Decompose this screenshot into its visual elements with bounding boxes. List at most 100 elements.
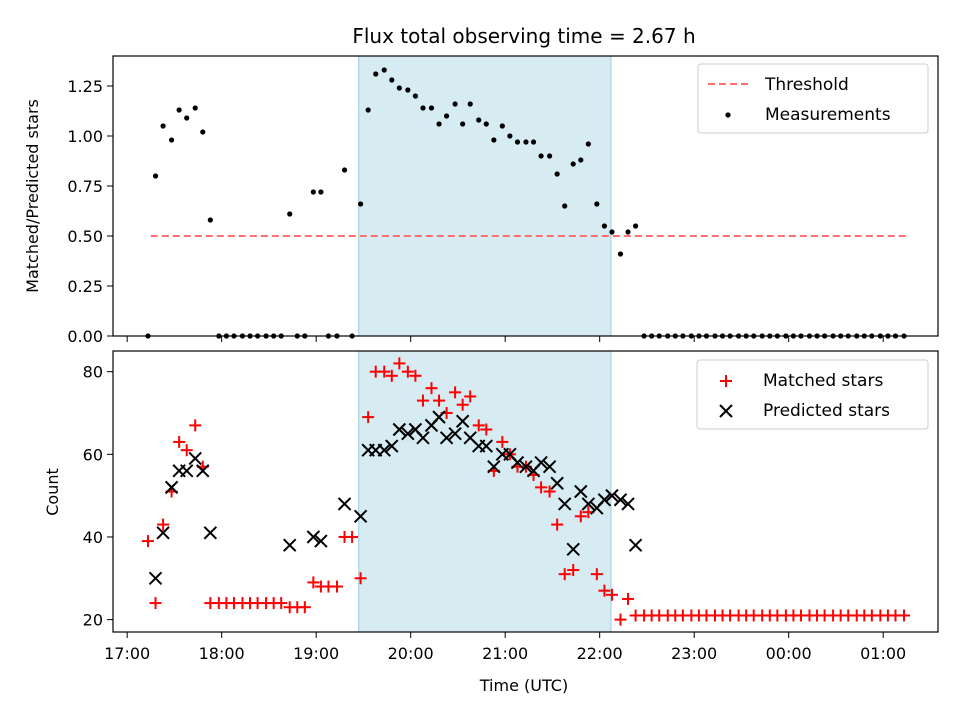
measurement-point bbox=[460, 121, 466, 127]
bottom-x-tick-label: 23:00 bbox=[671, 644, 717, 663]
bottom-legend: Matched stars Predicted stars bbox=[696, 359, 929, 430]
predicted-star-point bbox=[439, 431, 454, 445]
measurement-point bbox=[396, 85, 402, 91]
predicted-star-point bbox=[385, 439, 399, 453]
predicted-star-point bbox=[534, 455, 548, 470]
measurement-point bbox=[176, 107, 182, 113]
measurement-point bbox=[499, 123, 505, 129]
predicted-star-point bbox=[605, 488, 619, 503]
measurement-point bbox=[381, 67, 387, 73]
matched-star-point bbox=[173, 435, 186, 448]
top-plot: 0.00 0.25 0.50 0.75 1.00 1.25 bbox=[67, 55, 939, 346]
measurement-point bbox=[207, 217, 213, 223]
bottom-observing-window bbox=[358, 350, 612, 633]
predicted-star-point bbox=[455, 414, 470, 428]
threshold-legend-label: Threshold bbox=[764, 75, 849, 95]
chart-title: Flux total observing time = 2.67 h bbox=[352, 24, 695, 48]
bottom-y-tick-label: 60 bbox=[83, 445, 103, 464]
matched-star-point bbox=[401, 365, 414, 378]
measurement-point bbox=[625, 229, 631, 235]
measurement-point bbox=[570, 161, 576, 167]
matched-star-point bbox=[614, 613, 627, 626]
measurement-point bbox=[389, 77, 395, 83]
matched-star-point bbox=[354, 572, 367, 585]
top-y-axis-label: Matched/Predicted stars bbox=[23, 99, 42, 293]
measurement-point bbox=[443, 113, 450, 119]
x-axis-label: Time (UTC) bbox=[479, 676, 568, 695]
matched-star-point bbox=[416, 394, 429, 407]
measurement-point bbox=[287, 211, 293, 217]
matched-star-point bbox=[393, 357, 406, 370]
bottom-axes-frame bbox=[112, 350, 939, 633]
matched-star-point bbox=[180, 444, 193, 457]
measurement-point bbox=[514, 139, 521, 145]
matched-star-point bbox=[456, 398, 469, 411]
measurement-point bbox=[310, 189, 316, 195]
top-legend: Threshold Measurements bbox=[697, 63, 929, 134]
measurement-point bbox=[538, 153, 544, 159]
bottom-plot: 20 40 60 80 17:00 18:00 19:00 20:00 21:00 22:00 23… bbox=[83, 350, 939, 663]
matched-legend-marker bbox=[720, 375, 732, 387]
predicted-star-point bbox=[597, 493, 612, 507]
matched-star-point bbox=[330, 580, 343, 593]
top-y-tick-label: 1.00 bbox=[67, 127, 103, 146]
predicted-star-point bbox=[574, 484, 588, 499]
bottom-x-tick-label: 01:00 bbox=[860, 644, 906, 663]
top-y-tick-label: 0.25 bbox=[67, 277, 103, 296]
matched-star-point bbox=[362, 411, 375, 424]
measurement-point bbox=[476, 117, 482, 123]
predicted-legend-label: Predicted stars bbox=[763, 401, 890, 421]
predicted-star-point bbox=[188, 451, 202, 466]
predicted-legend-marker bbox=[719, 404, 733, 418]
measurement-point bbox=[420, 105, 426, 111]
top-y-tick-label: 0.50 bbox=[67, 227, 103, 246]
matched-star-point bbox=[149, 597, 162, 610]
top-y-tick-label: 1.25 bbox=[67, 77, 103, 96]
measurements-legend-label: Measurements bbox=[765, 105, 891, 125]
predicted-star-point bbox=[314, 534, 328, 548]
matched-legend-label: Matched stars bbox=[763, 371, 883, 391]
predicted-star-point bbox=[337, 497, 352, 511]
matched-star-point bbox=[189, 419, 202, 432]
top-observing-window bbox=[358, 55, 612, 337]
predicted-star-point bbox=[566, 542, 580, 557]
matched-star-point bbox=[590, 568, 603, 581]
bottom-x-tick-label: 18:00 bbox=[199, 644, 245, 663]
measurement-point bbox=[452, 101, 458, 107]
matched-star-point bbox=[464, 390, 477, 403]
matched-star-point bbox=[449, 386, 462, 399]
matched-star-point bbox=[558, 568, 571, 581]
matched-star-point bbox=[307, 576, 320, 589]
predicted-star-point bbox=[581, 497, 596, 511]
bottom-x-tick-label: 19:00 bbox=[293, 644, 339, 663]
bottom-x-tick-label: 20:00 bbox=[388, 644, 434, 663]
top-y-tick-label: 0.00 bbox=[67, 327, 103, 346]
predicted-star-point bbox=[306, 530, 321, 544]
matched-star-point bbox=[346, 530, 359, 543]
measurement-point bbox=[341, 167, 348, 173]
matched-star-point bbox=[480, 423, 493, 436]
measurement-point bbox=[412, 93, 419, 99]
matched-star-point bbox=[298, 601, 311, 614]
measurement-point bbox=[632, 223, 639, 229]
matched-star-point bbox=[622, 592, 635, 605]
bottom-y-tick-label: 20 bbox=[83, 611, 103, 630]
predicted-star-point bbox=[180, 464, 194, 478]
top-legend-frame bbox=[697, 63, 929, 134]
predicted-star-point bbox=[196, 464, 210, 478]
predicted-star-point bbox=[510, 455, 525, 470]
measurement-point bbox=[554, 171, 560, 177]
predicted-star-point bbox=[621, 497, 635, 511]
predicted-star-point bbox=[558, 497, 572, 511]
measurement-point bbox=[585, 141, 591, 147]
top-y-tick-label: 0.75 bbox=[67, 177, 103, 196]
predicted-star-point bbox=[448, 426, 462, 441]
bottom-legend-frame bbox=[696, 359, 929, 430]
predicted-star-point bbox=[416, 431, 430, 445]
predicted-star-point bbox=[392, 422, 407, 437]
predicted-star-point bbox=[487, 459, 501, 474]
matched-star-point bbox=[141, 535, 154, 548]
bottom-y-tick-label: 40 bbox=[83, 528, 103, 547]
predicted-star-point bbox=[164, 480, 179, 495]
measurement-point bbox=[483, 121, 489, 127]
